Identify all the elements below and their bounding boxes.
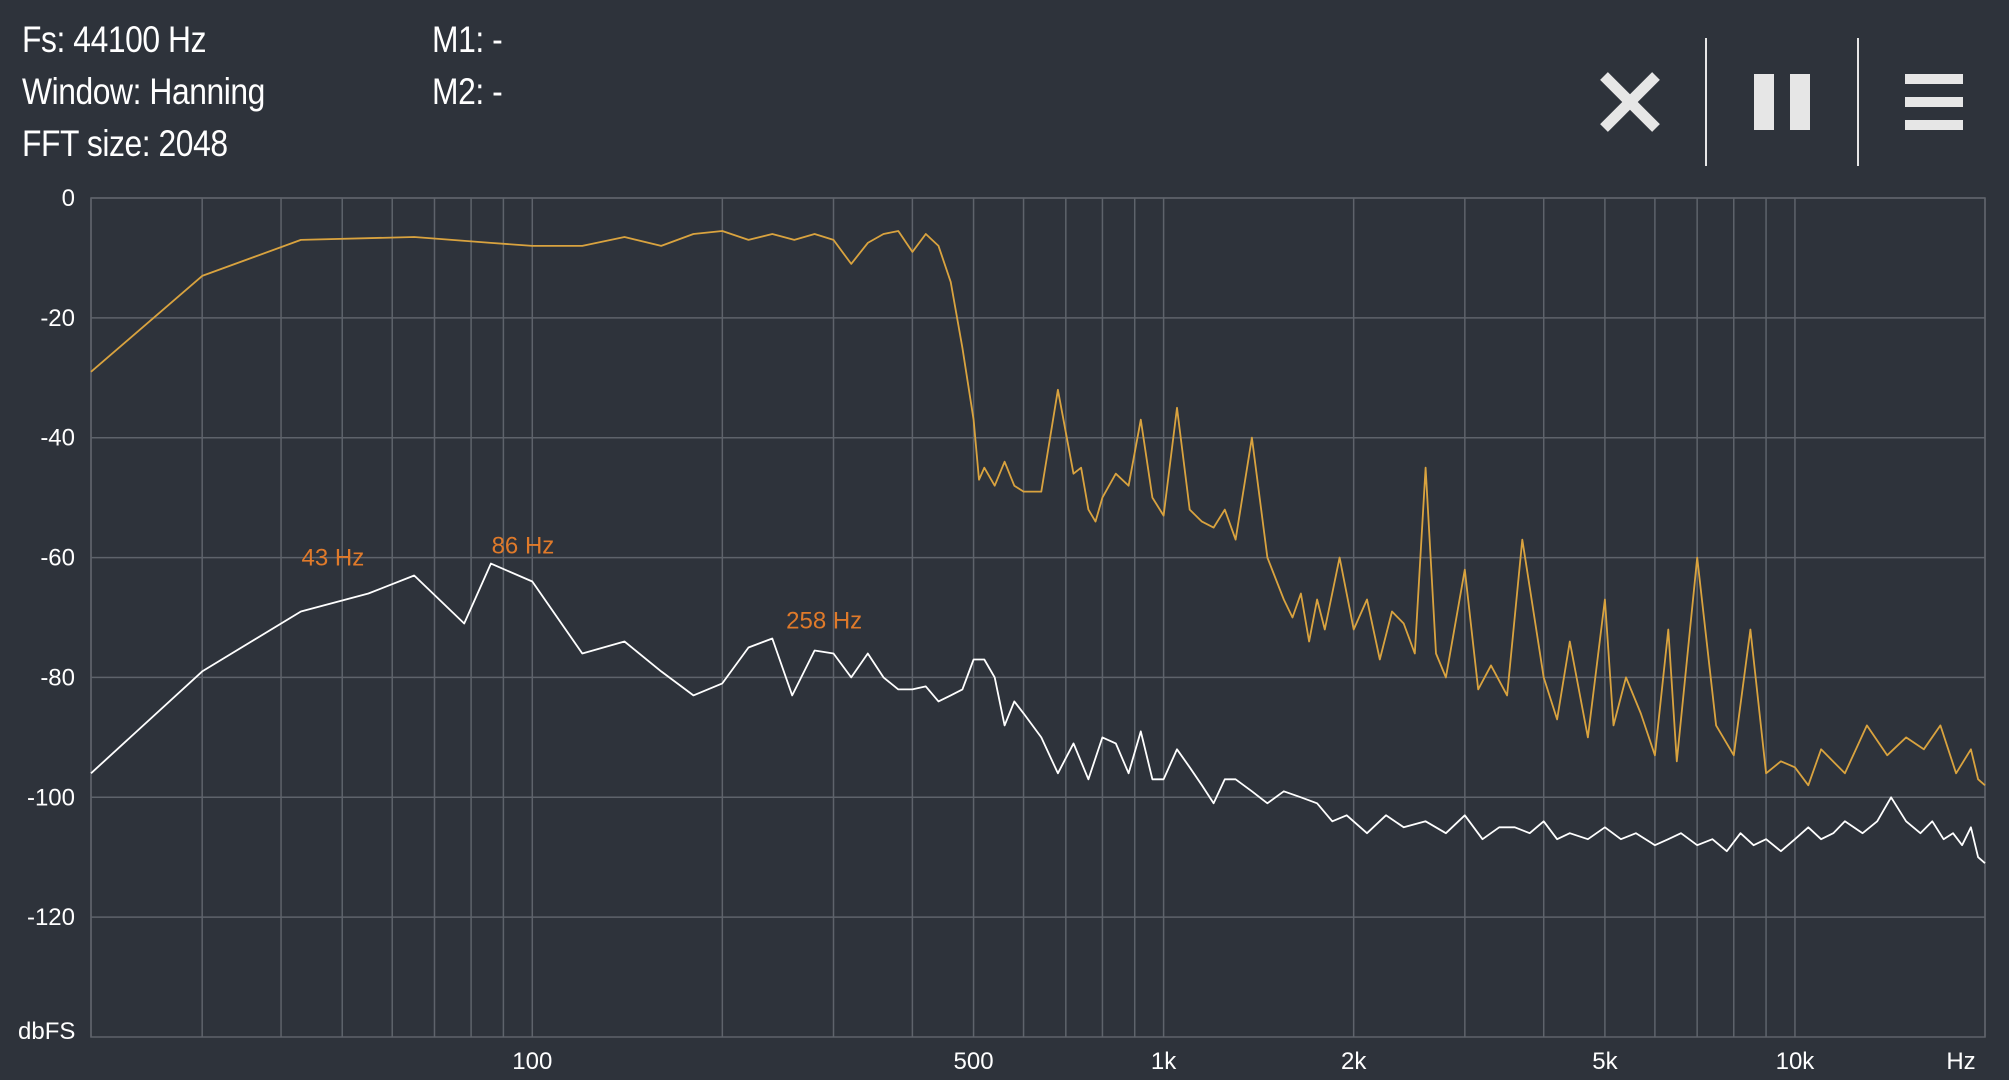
fft-size-label: FFT size: 2048: [22, 123, 228, 164]
current-spectrum-line: [90, 562, 1986, 864]
peak-label: 43 Hz: [302, 545, 365, 572]
marker-m1-label: M1: -: [432, 19, 503, 60]
peak-hold-spectrum-line: [90, 230, 1986, 787]
y-tick-label: -80: [40, 664, 75, 691]
marker-m2-label: M2: -: [432, 71, 503, 112]
y-tick-label: 0: [62, 185, 75, 212]
y-tick-label: -120: [27, 904, 75, 931]
chart-series: [90, 230, 1986, 864]
toolbar-separator: [1857, 38, 1859, 166]
marker-panel: M1: - M2: -: [432, 14, 514, 118]
sample-rate-label: Fs: 44100 Hz: [22, 19, 207, 60]
x-tick-label: 1k: [1151, 1048, 1177, 1075]
pause-button[interactable]: [1707, 38, 1857, 166]
pause-icon: [1754, 74, 1810, 130]
y-tick-label: -100: [27, 784, 75, 811]
close-icon: [1600, 72, 1660, 132]
x-axis-unit-label: Hz: [1946, 1048, 1975, 1075]
x-tick-label: 2k: [1341, 1048, 1367, 1075]
close-button[interactable]: [1555, 38, 1705, 166]
menu-icon: [1905, 74, 1963, 130]
x-tick-label: 100: [512, 1048, 552, 1075]
x-tick-label: 5k: [1592, 1048, 1618, 1075]
y-axis-unit-label: dbFS: [18, 1018, 75, 1045]
menu-button[interactable]: [1859, 38, 2009, 166]
plot-frame: [90, 197, 1986, 1038]
peak-label: 258 Hz: [786, 607, 862, 634]
x-tick-label: 10k: [1776, 1048, 1816, 1075]
chart-grid: [90, 197, 1986, 1038]
toolbar: [1555, 38, 2009, 166]
chart-labels: 0 -20 -40 -60 -80 -100 -120 100 500 1k 2k 5k 10k dbFS…: [18, 185, 1976, 1075]
y-tick-label: -20: [40, 305, 75, 332]
y-tick-label: -60: [40, 545, 75, 572]
x-tick-label: 500: [954, 1048, 994, 1075]
y-tick-label: -40: [40, 425, 75, 452]
window-label: Window: Hanning: [22, 71, 265, 112]
toolbar-separator: [1705, 38, 1707, 166]
info-panel: Fs: 44100 Hz Window: Hanning FFT size: 2…: [22, 14, 304, 170]
peak-label: 86 Hz: [492, 533, 555, 560]
